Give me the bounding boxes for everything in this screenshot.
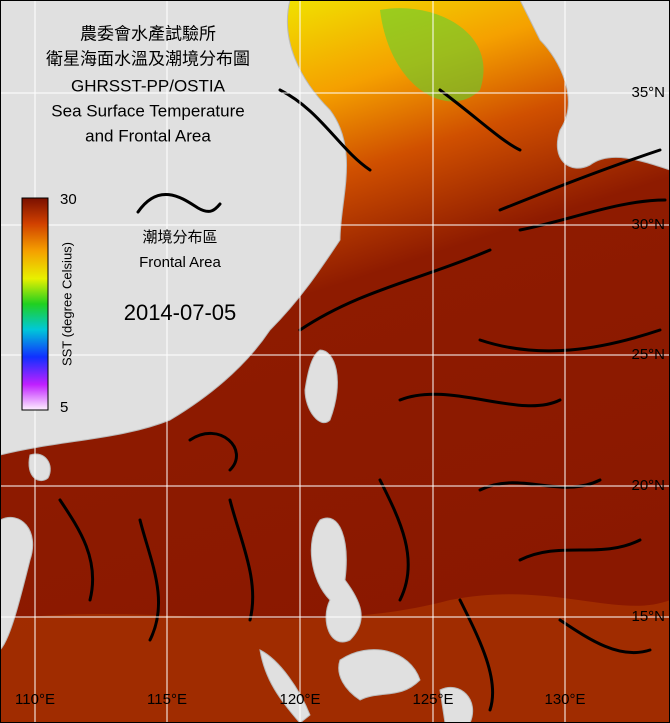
lat-label: 20°N [631,477,665,494]
title-line: 農委會水產試驗所 [80,24,216,43]
lat-labels: 35°N 30°N 25°N 20°N 15°N [631,84,665,625]
lat-label: 30°N [631,216,665,233]
lon-label: 120°E [279,691,320,708]
lon-labels: 110°E 115°E 120°E 125°E 130°E [15,691,585,708]
lon-label: 125°E [412,691,453,708]
colorbar-label: SST (degree Celsius) [59,242,74,366]
date: 2014-07-05 [124,300,237,325]
lat-label: 25°N [631,346,665,363]
colorbar-max: 30 [60,191,77,208]
lat-label: 35°N [631,84,665,101]
lat-label: 15°N [631,608,665,625]
cool-patch [380,8,484,102]
legend-label-en: Frontal Area [139,254,221,271]
fronts [58,88,667,712]
title-line: 衛星海面水溫及潮境分布圖 [46,49,250,68]
title-line: and Frontal Area [85,126,211,145]
lon-label: 115°E [147,691,187,708]
title-line: GHRSST-PP/OSTIA [71,76,226,95]
colorbar [21,197,49,411]
lon-label: 110°E [15,691,55,708]
legend-symbol [136,192,222,214]
colorbar-min: 5 [60,399,68,416]
title-line: Sea Surface Temperature [51,101,244,120]
legend-label-zh: 潮境分布區 [142,228,217,246]
lon-label: 130°E [544,691,585,708]
